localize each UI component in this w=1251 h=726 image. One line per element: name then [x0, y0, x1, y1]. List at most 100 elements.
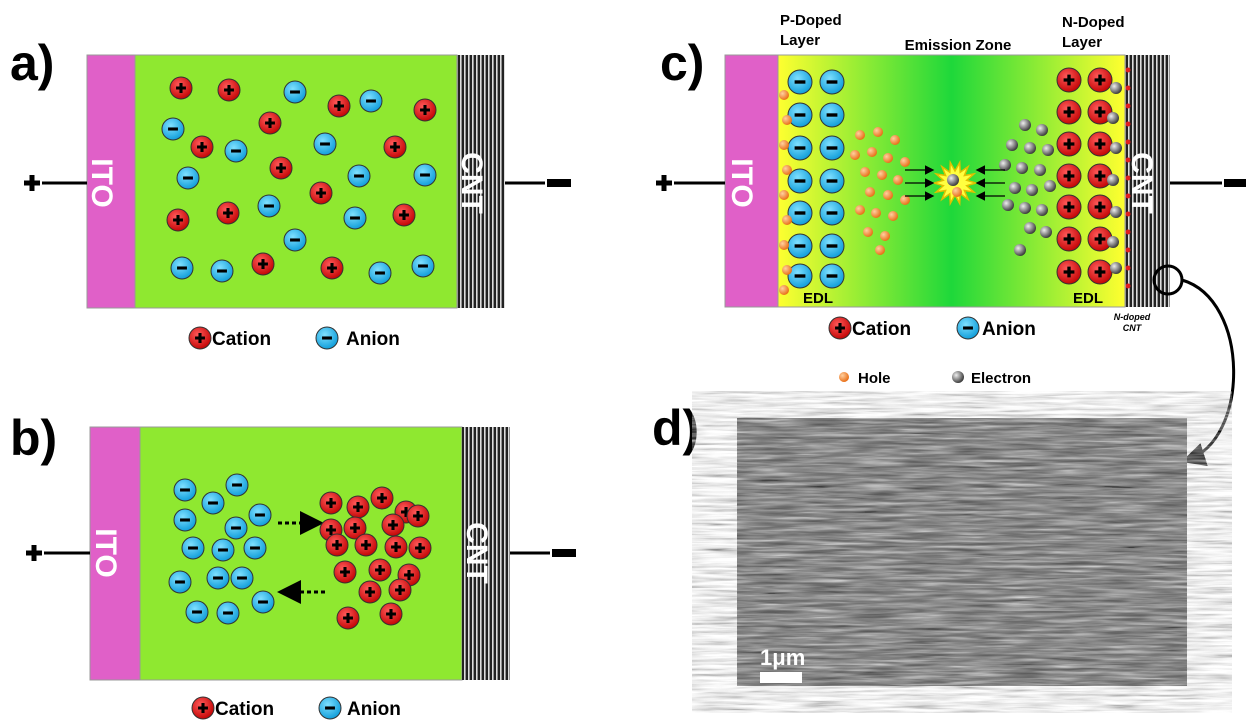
cation	[388, 578, 412, 602]
legend-label: Anion	[347, 699, 401, 720]
cation	[370, 486, 394, 510]
electron	[1110, 262, 1122, 274]
minus-terminal	[552, 549, 576, 557]
cnt-note: N-doped	[1114, 312, 1151, 322]
cation	[336, 606, 360, 630]
electron	[1014, 244, 1026, 256]
cation	[325, 533, 349, 557]
electron	[1110, 206, 1122, 218]
anion	[176, 166, 200, 190]
hole	[782, 115, 792, 125]
dopant	[1125, 247, 1131, 253]
anion	[359, 89, 383, 113]
anion	[185, 600, 209, 624]
ion-sign	[276, 163, 286, 173]
ion-sign	[223, 208, 233, 218]
hole	[871, 208, 881, 218]
cnt-electrode	[462, 427, 510, 680]
anion	[283, 228, 307, 252]
electrode-label: CNT	[455, 152, 488, 214]
electron	[952, 371, 964, 383]
ion-sign	[224, 85, 234, 95]
ion-sign	[326, 498, 336, 508]
ion-sign	[198, 703, 208, 713]
ion-sign	[1094, 201, 1106, 213]
ion-sign	[391, 542, 401, 552]
dopant	[1125, 265, 1131, 271]
cation	[309, 181, 333, 205]
electron	[1019, 119, 1031, 131]
panel-d: d) 1μm	[652, 400, 1187, 686]
legend: Cation Anion	[191, 696, 401, 720]
legend-label: Cation	[852, 319, 911, 340]
hole	[865, 187, 875, 197]
anion	[211, 538, 235, 562]
legend-label: Cation	[215, 699, 274, 720]
electron	[1036, 124, 1048, 136]
anion	[313, 132, 337, 156]
hole	[880, 231, 890, 241]
cation	[384, 535, 408, 559]
cation	[381, 513, 405, 537]
panel-label: b)	[10, 410, 57, 466]
cation	[1056, 226, 1082, 252]
plus-terminal	[656, 175, 672, 191]
dopant	[1125, 85, 1131, 91]
cation	[354, 533, 378, 557]
hole	[952, 187, 962, 197]
ion-sign	[386, 609, 396, 619]
ion-sign	[343, 613, 353, 623]
electron	[1026, 184, 1038, 196]
hole	[900, 157, 910, 167]
ion-sign	[353, 502, 363, 512]
hole	[860, 167, 870, 177]
legend-label: Hole	[858, 370, 891, 387]
electron	[1036, 204, 1048, 216]
cation	[166, 208, 190, 232]
cation	[1056, 194, 1082, 220]
cation	[258, 111, 282, 135]
ito-electrode	[89, 426, 141, 681]
anion	[224, 139, 248, 163]
ion-sign	[377, 493, 387, 503]
cation	[828, 316, 852, 340]
ion-sign	[404, 570, 414, 580]
anion	[230, 566, 254, 590]
sem-texture	[737, 418, 1187, 686]
ion-sign	[365, 587, 375, 597]
ion-sign	[399, 210, 409, 220]
ion-sign	[1063, 201, 1075, 213]
anion	[411, 254, 435, 278]
ion-sign	[1094, 170, 1106, 182]
ion-sign	[332, 540, 342, 550]
anion	[315, 326, 339, 350]
electron	[1019, 202, 1031, 214]
cation	[327, 94, 351, 118]
ion-sign	[258, 259, 268, 269]
anion	[819, 135, 845, 161]
anion	[173, 508, 197, 532]
anion	[819, 69, 845, 95]
cation	[408, 536, 432, 560]
cation	[1087, 163, 1113, 189]
electron	[1006, 139, 1018, 151]
anion	[819, 233, 845, 259]
cation	[1056, 259, 1082, 285]
panel-a: a) ITO CNT Cation Anion	[10, 35, 571, 350]
cation	[346, 495, 370, 519]
hole	[779, 140, 789, 150]
electrode-label: ITO	[85, 158, 118, 207]
electron	[1107, 112, 1119, 124]
cation	[1087, 226, 1113, 252]
panel-c: c) ITO CNT P-Doped Layer Emission Zone N…	[656, 12, 1246, 466]
electrode-label: CNT	[460, 522, 493, 584]
cation	[1056, 163, 1082, 189]
electron	[1110, 82, 1122, 94]
legend-label: Electron	[971, 370, 1031, 387]
electrode-label: ITO	[89, 528, 122, 577]
cation	[1087, 194, 1113, 220]
plus-terminal	[26, 545, 42, 561]
panel-b: b) ITO CNT Cation Anion	[10, 410, 576, 720]
electron	[1110, 142, 1122, 154]
layer-label: N-Doped	[1062, 14, 1125, 31]
